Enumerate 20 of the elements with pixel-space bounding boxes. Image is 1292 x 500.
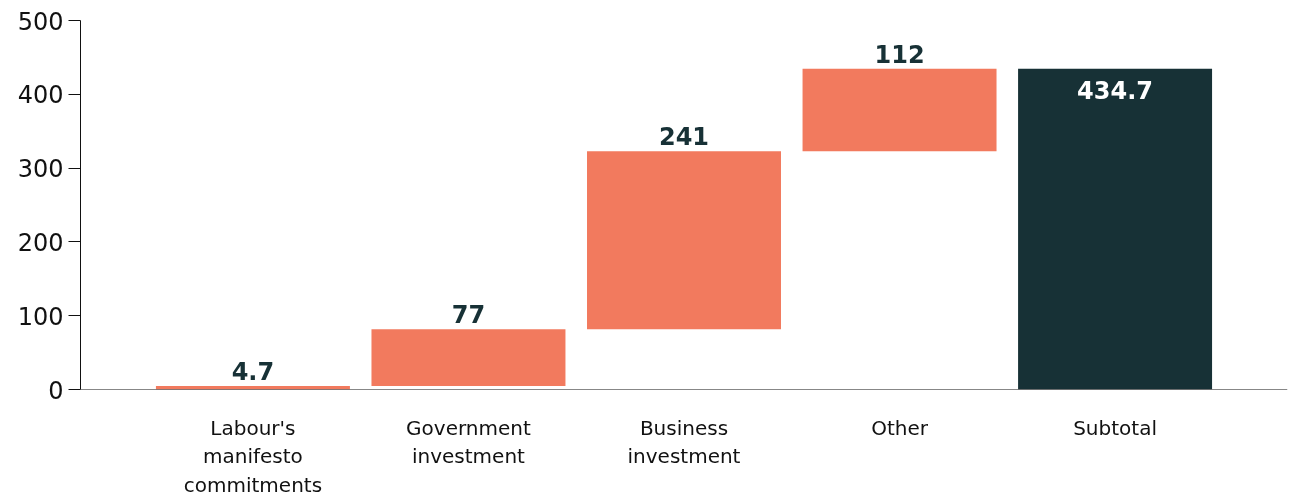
x-tick-label: Other [871, 415, 929, 440]
bar [371, 329, 566, 387]
bar [802, 68, 997, 152]
y-tick-label: 200 [17, 228, 64, 257]
y-tick-label: 500 [17, 7, 64, 36]
bar [1018, 68, 1213, 390]
x-tick-label: Business investment [627, 415, 741, 469]
x-tick-label: Subtotal [1073, 415, 1157, 440]
x-tick-label: Government investment [406, 415, 531, 469]
y-tick-label: 300 [17, 155, 64, 184]
data-label: 434.7 [1077, 76, 1154, 105]
y-tick-label: 0 [48, 376, 64, 405]
x-tick-label: Labour's manifesto commitments [183, 415, 323, 498]
y-tick-label: 100 [17, 302, 64, 331]
data-label: 112 [874, 40, 925, 69]
data-label: 77 [451, 301, 486, 330]
data-label: 241 [658, 123, 710, 152]
data-label: 4.7 [231, 358, 275, 387]
bar [587, 151, 781, 330]
y-tick-label: 400 [17, 81, 64, 110]
